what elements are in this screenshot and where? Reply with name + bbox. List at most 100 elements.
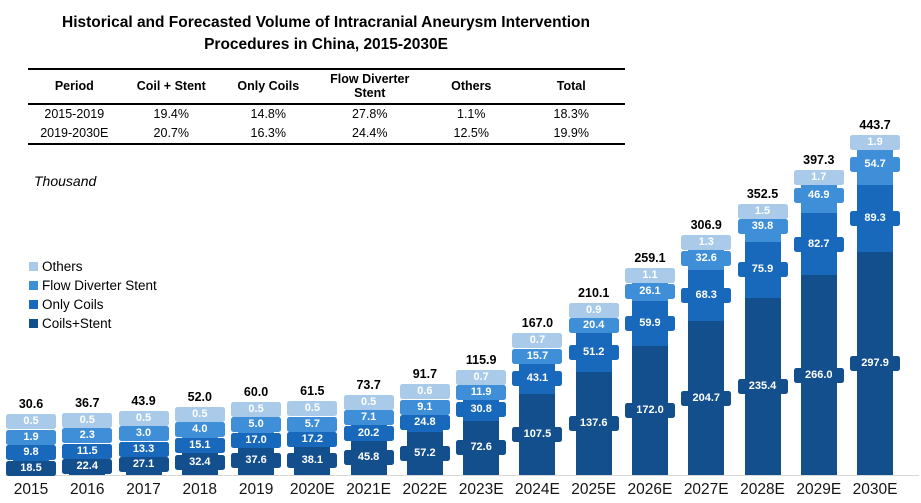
- value-tag-only-coils: 20.2: [343, 425, 394, 441]
- total-label: 60.0: [243, 384, 269, 399]
- cagr-table-cell: 2019-2030E: [40, 126, 109, 141]
- value-tag-coils-stent: 266.0: [793, 367, 844, 383]
- y-axis-unit-label: Thousand: [34, 173, 97, 189]
- x-axis-label: 2025E: [571, 481, 617, 498]
- value-tag-others: 0.7: [456, 369, 507, 385]
- x-axis-line: [5, 475, 919, 476]
- value-tag-only-coils: 59.9: [624, 316, 675, 332]
- value-tag-only-coils: 89.3: [850, 210, 901, 226]
- bar-2026E: [631, 280, 668, 476]
- total-label: 259.1: [634, 251, 666, 266]
- value-tag-others: 1.5: [737, 203, 788, 219]
- value-tag-others: 0.5: [174, 406, 225, 422]
- x-axis-label: 2027E: [683, 481, 729, 498]
- cagr-table-cell: 16.3%: [250, 126, 286, 141]
- cagr-table-cell: 27.8%: [352, 107, 388, 122]
- cagr-table-cell: 18.3%: [553, 107, 589, 122]
- value-tag-coils-stent: 137.6: [568, 415, 619, 431]
- value-tag-only-coils: 43.1: [512, 370, 563, 386]
- total-label: 115.9: [465, 352, 497, 367]
- x-axis-label: 2018: [182, 481, 218, 498]
- legend-item-flow-diverter-stent: Flow Diverter Stent: [29, 278, 157, 293]
- bar-2025E: [575, 317, 612, 476]
- value-tag-flow-diverter-stent: 39.8: [737, 219, 788, 235]
- total-label: 210.1: [578, 285, 610, 300]
- value-tag-others: 0.7: [512, 333, 563, 349]
- total-label: 91.7: [412, 367, 438, 382]
- page-title-line1: Historical and Forecasted Volume of Intr…: [62, 14, 590, 31]
- x-axis-label: 2030E: [852, 481, 898, 498]
- value-tag-flow-diverter-stent: 5.7: [287, 416, 338, 432]
- cagr-table-header-cell: Total: [517, 69, 625, 105]
- value-tag-coils-stent: 18.5: [6, 460, 56, 476]
- total-label: 61.5: [300, 384, 325, 399]
- cagr-table-cell: 19.4%: [153, 107, 189, 122]
- value-tag-only-coils: 11.5: [62, 443, 113, 459]
- legend-item-others: Others: [29, 259, 157, 274]
- value-tag-only-coils: 9.8: [6, 445, 56, 461]
- total-label: 43.9: [131, 393, 156, 408]
- value-tag-flow-diverter-stent: 15.7: [512, 348, 563, 364]
- value-tag-only-coils: 17.2: [287, 432, 338, 448]
- x-axis-label: 2024E: [515, 481, 560, 498]
- value-tag-others: 1.7: [793, 170, 844, 186]
- x-axis-label: 2023E: [458, 481, 504, 498]
- value-tag-flow-diverter-stent: 3.0: [118, 426, 169, 442]
- total-label: 73.7: [356, 377, 381, 392]
- cagr-table-header-row: Period Coil + Stent Only Coils Flow Diverte…: [28, 69, 625, 105]
- value-tag-others: 0.5: [231, 401, 282, 417]
- total-label: 397.3: [803, 153, 835, 168]
- value-tag-others: 1.9: [850, 135, 901, 151]
- total-label: 443.7: [859, 118, 891, 133]
- x-axis-label: 2016: [70, 481, 105, 498]
- bar-2027E: [688, 244, 725, 476]
- value-tag-flow-diverter-stent: 4.0: [174, 422, 225, 438]
- value-tag-only-coils: 68.3: [681, 288, 732, 304]
- x-axis-label: 2015: [13, 481, 49, 498]
- total-label: 52.0: [187, 389, 212, 404]
- chart-legend: Others Flow Diverter Stent Only Coils Coils…: [29, 259, 157, 335]
- page-title: Historical and Forecasted Volume of Intr…: [24, 12, 628, 57]
- total-label: 36.7: [75, 395, 100, 410]
- bar-2029E: [800, 177, 837, 476]
- value-tag-flow-diverter-stent: 26.1: [624, 283, 675, 299]
- cagr-table-cell: 20.7%: [153, 126, 189, 141]
- total-label: 306.9: [690, 218, 722, 233]
- x-axis-label: 2020E: [289, 481, 335, 498]
- cagr-table-body: 2015-2019 19.4% 14.8% 27.8% 1.1% 18.3% 2019-20…: [28, 104, 625, 144]
- x-axis-label: 2019: [238, 481, 274, 498]
- value-tag-coils-stent: 37.6: [231, 453, 282, 469]
- cagr-table-row: 2015-2019 19.4% 14.8% 27.8% 1.1% 18.3%: [28, 104, 625, 124]
- x-axis-label: 2017: [126, 481, 161, 498]
- x-axis-label: 2021E: [346, 481, 392, 498]
- value-tag-only-coils: 17.0: [231, 432, 282, 448]
- x-axis-label: 2026E: [627, 481, 673, 498]
- cagr-table-cell: 12.5%: [453, 126, 489, 141]
- cagr-table-header-cell: Coil + Stent: [120, 69, 223, 105]
- value-tag-flow-diverter-stent: 5.0: [231, 417, 282, 433]
- value-tag-others: 0.9: [568, 302, 619, 318]
- value-tag-only-coils: 13.3: [118, 441, 169, 457]
- value-tag-flow-diverter-stent: 2.3: [62, 428, 113, 444]
- cagr-table-cell: 1.1%: [457, 107, 486, 122]
- cagr-table-header-cell: Others: [424, 69, 518, 105]
- value-tag-coils-stent: 172.0: [624, 403, 675, 418]
- bar-segment-flow-diverter-stent: [238, 430, 275, 435]
- value-tag-others: 0.5: [62, 412, 113, 428]
- cagr-table-cell: 24.4%: [352, 126, 388, 141]
- legend-label: Others: [42, 259, 83, 274]
- value-tag-flow-diverter-stent: 1.9: [6, 429, 56, 445]
- total-label: 167.0: [521, 316, 554, 331]
- value-tag-coils-stent: 57.2: [399, 446, 450, 462]
- cagr-table-row: 2019-2030E 20.7% 16.3% 24.4% 12.5% 19.9%: [28, 124, 625, 144]
- legend-label: Flow Diverter Stent: [42, 278, 157, 293]
- bar-2028E: [744, 210, 781, 476]
- value-tag-flow-diverter-stent: 20.4: [568, 318, 619, 334]
- cagr-table-header-cell: Flow Diverter Stent: [314, 69, 425, 105]
- value-tag-coils-stent: 297.9: [850, 355, 901, 371]
- value-tag-others: 0.5: [6, 414, 56, 430]
- bar-2024E: [519, 349, 556, 476]
- value-tag-coils-stent: 38.1: [287, 453, 338, 469]
- value-tag-others: 0.5: [343, 394, 394, 410]
